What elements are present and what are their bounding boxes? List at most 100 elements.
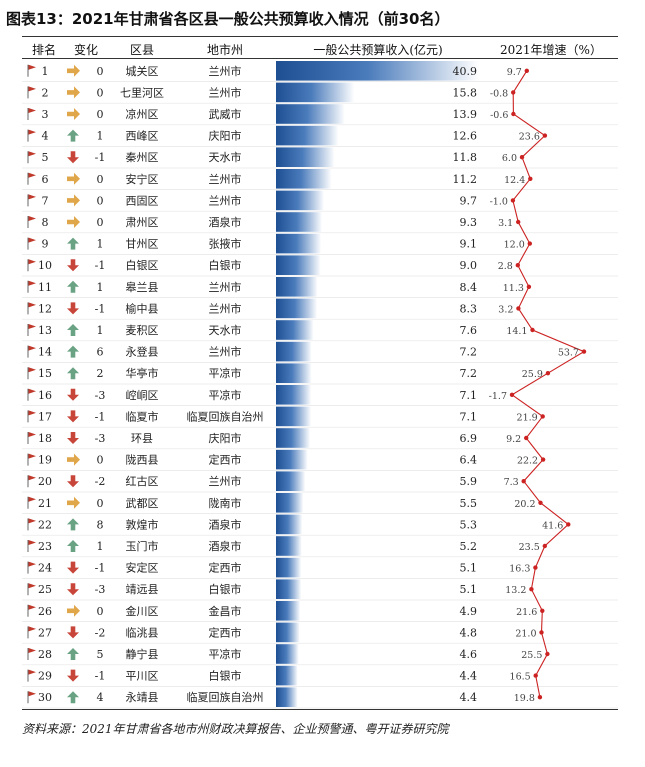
change-value: -1 bbox=[95, 670, 106, 683]
county-name: 榆中县 bbox=[126, 301, 159, 315]
growth-label: -1.7 bbox=[489, 391, 507, 402]
revenue-bar bbox=[276, 233, 322, 254]
rank-value: 27 bbox=[38, 626, 52, 639]
table-row: 6 0 安宁区 兰州市 11.2 bbox=[22, 169, 618, 190]
rank-value: 21 bbox=[38, 497, 52, 510]
arrow-right-icon bbox=[67, 496, 80, 509]
revenue-label: 13.9 bbox=[453, 108, 478, 121]
growth-label: 14.1 bbox=[506, 326, 527, 337]
revenue-label: 5.9 bbox=[460, 475, 478, 488]
arrow-right-icon bbox=[67, 216, 80, 228]
rank-value: 29 bbox=[38, 670, 52, 683]
rank-value: 16 bbox=[38, 389, 52, 402]
revenue-label: 5.2 bbox=[460, 540, 478, 553]
revenue-bar bbox=[276, 320, 314, 340]
table-row: 15 2 华亭市 平凉市 7.2 bbox=[22, 363, 618, 385]
county-name: 肃州区 bbox=[126, 216, 159, 229]
city-name: 定西市 bbox=[209, 453, 242, 467]
revenue-bar bbox=[276, 125, 339, 146]
revenue-bar bbox=[276, 61, 479, 81]
rank-value: 9 bbox=[42, 238, 49, 251]
growth-point bbox=[511, 111, 516, 117]
table-row: 2 0 七里河区 兰州市 15.8 bbox=[22, 82, 618, 104]
arrow-right-icon bbox=[67, 86, 80, 99]
rank-value: 26 bbox=[38, 605, 52, 618]
revenue-bar bbox=[276, 385, 312, 405]
change-value: -3 bbox=[95, 432, 106, 445]
revenue-label: 6.9 bbox=[460, 432, 478, 445]
growth-label: 12.0 bbox=[504, 240, 525, 251]
growth-point bbox=[529, 587, 534, 592]
growth-point bbox=[581, 349, 587, 354]
city-name: 白银市 bbox=[209, 582, 242, 596]
revenue-bar bbox=[276, 190, 325, 211]
revenue-label: 4.6 bbox=[460, 648, 478, 661]
city-name: 临夏回族自治州 bbox=[187, 409, 264, 423]
county-name: 永靖县 bbox=[126, 690, 159, 704]
city-name: 平凉市 bbox=[209, 366, 242, 380]
revenue-bar bbox=[276, 493, 304, 513]
growth-point bbox=[566, 522, 571, 527]
change-value: 1 bbox=[97, 130, 104, 143]
county-name: 敦煌市 bbox=[126, 517, 159, 531]
rank-value: 22 bbox=[38, 518, 52, 531]
page-title: 图表13：2021年甘肃省各区县一般公共预算收入情况（前30名） bbox=[6, 10, 450, 28]
city-name: 天水市 bbox=[209, 150, 242, 164]
growth-point bbox=[528, 176, 533, 181]
change-value: 0 bbox=[97, 86, 104, 99]
header-rank: 排名 bbox=[31, 43, 56, 57]
flag-icon bbox=[27, 280, 36, 293]
rank-value: 12 bbox=[38, 302, 52, 315]
arrow-down-icon bbox=[67, 410, 79, 423]
flag-icon bbox=[27, 410, 36, 423]
change-value: 2 bbox=[97, 367, 104, 380]
revenue-label: 4.8 bbox=[460, 626, 478, 639]
flag-icon bbox=[27, 453, 36, 466]
rank-value: 2 bbox=[42, 86, 49, 99]
growth-label: 9.2 bbox=[506, 434, 521, 445]
flag-icon bbox=[27, 237, 36, 250]
arrow-up-icon bbox=[67, 518, 79, 531]
table-row: 4 1 西峰区 庆阳市 12.6 bbox=[22, 125, 618, 147]
revenue-label: 7.2 bbox=[460, 367, 478, 380]
flag-icon bbox=[27, 129, 36, 142]
county-name: 平川区 bbox=[126, 670, 159, 683]
rank-value: 20 bbox=[38, 475, 52, 488]
growth-label: 25.5 bbox=[521, 650, 542, 661]
revenue-bar bbox=[276, 255, 321, 275]
revenue-label: 9.0 bbox=[460, 259, 478, 272]
flag-icon bbox=[27, 172, 36, 185]
table-row: 27 -2 临洮县 定西市 4.8 bbox=[22, 622, 618, 644]
growth-point bbox=[524, 435, 529, 441]
growth-label: 11.3 bbox=[503, 283, 524, 294]
header-change: 变化 bbox=[73, 43, 98, 57]
county-name: 白银区 bbox=[126, 258, 159, 272]
revenue-label: 4.9 bbox=[460, 605, 478, 618]
arrow-down-icon bbox=[67, 388, 79, 401]
table-row: 1 0 城关区 兰州市 40.9 bbox=[22, 61, 618, 82]
flag-icon bbox=[27, 648, 36, 660]
rank-value: 17 bbox=[38, 410, 52, 423]
revenue-bar bbox=[276, 169, 332, 189]
revenue-label: 5.5 bbox=[460, 497, 478, 510]
flag-icon bbox=[27, 324, 36, 336]
arrow-down-icon bbox=[67, 669, 79, 682]
revenue-bar bbox=[276, 341, 312, 362]
arrow-down-icon bbox=[67, 302, 79, 315]
flag-icon bbox=[27, 151, 36, 164]
change-value: 1 bbox=[97, 540, 104, 553]
county-name: 西峰区 bbox=[126, 130, 159, 143]
city-name: 酒泉市 bbox=[209, 215, 242, 229]
city-name: 兰州市 bbox=[209, 85, 242, 99]
growth-label: 19.8 bbox=[514, 693, 535, 704]
growth-point bbox=[524, 68, 529, 74]
arrow-right-icon bbox=[67, 604, 80, 617]
revenue-label: 15.8 bbox=[453, 86, 478, 99]
revenue-bar bbox=[276, 579, 302, 599]
change-value: -3 bbox=[95, 583, 106, 596]
city-name: 临夏回族自治州 bbox=[187, 690, 264, 704]
revenue-label: 7.2 bbox=[460, 346, 478, 359]
revenue-label: 9.1 bbox=[460, 238, 478, 251]
table-row: 17 -1 临夏市 临夏回族自治州 7.1 bbox=[22, 406, 618, 428]
